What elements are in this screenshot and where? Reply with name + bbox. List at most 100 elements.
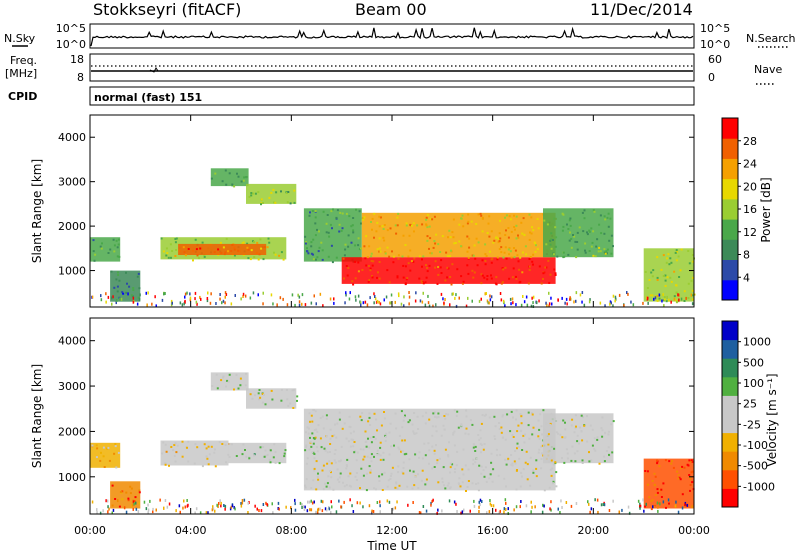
noise-cell <box>214 509 216 513</box>
noise-cell <box>164 499 167 502</box>
noise-cell <box>471 299 473 303</box>
scatter-cell <box>348 415 351 418</box>
scatter-cell <box>549 468 552 471</box>
noise-cell <box>684 503 686 507</box>
scatter-cell <box>541 452 543 455</box>
scatter-cell <box>338 411 341 414</box>
scatter-cell <box>687 297 690 299</box>
scatter-cell <box>473 244 476 247</box>
noise-cell <box>455 502 457 506</box>
noise-cell <box>612 499 614 503</box>
scatter-cell <box>532 253 535 256</box>
scatter-cell <box>350 241 353 244</box>
noise-cell <box>331 505 333 509</box>
noise-cell <box>478 299 481 303</box>
noise-cell <box>319 292 322 296</box>
scatter-cell <box>363 216 366 219</box>
noise-cell <box>307 500 309 504</box>
scatter-cell <box>137 272 140 275</box>
scatter-cell <box>284 449 287 452</box>
scatter-cell <box>306 247 308 250</box>
scatter-cell <box>513 214 515 217</box>
scatter-cell <box>480 472 483 475</box>
scatter-cell <box>595 245 598 248</box>
scatter-cell <box>293 201 296 204</box>
scatter-cell <box>309 436 311 439</box>
scatter-cell <box>651 275 654 278</box>
scatter-cell <box>113 286 116 289</box>
scatter-cell <box>610 234 613 237</box>
scatter-cell <box>646 483 649 486</box>
scatter-cell <box>404 414 406 417</box>
noise-cell <box>422 505 425 508</box>
noise-cell <box>488 301 490 305</box>
noise-cell <box>392 507 394 511</box>
colorbar-swatch <box>722 279 738 301</box>
scatter-cell <box>272 188 275 191</box>
scatter-cell <box>386 246 389 249</box>
scatter-cell <box>483 276 486 279</box>
scatter-cell <box>370 453 373 456</box>
scatter-cell <box>328 235 331 238</box>
noise-cell <box>199 295 201 299</box>
scatter-cell <box>379 454 382 457</box>
scatter-region-8 <box>361 212 556 258</box>
scatter-cell <box>683 300 686 302</box>
noise-cell <box>621 508 623 512</box>
scatter-cell <box>166 252 169 255</box>
ytick-label: 3000 <box>58 380 86 393</box>
colorbar-swatch <box>722 219 738 240</box>
noise-cell <box>152 507 154 511</box>
scatter-cell <box>360 467 363 470</box>
scatter-cell <box>644 470 647 472</box>
noise-cell <box>609 302 611 306</box>
scatter-cell <box>113 250 116 253</box>
scatter-cell <box>376 221 379 224</box>
scatter-cell <box>366 256 369 259</box>
scatter-cell <box>130 294 133 297</box>
scatter-cell <box>607 430 610 433</box>
scatter-cell <box>413 412 416 414</box>
scatter-cell <box>319 417 322 419</box>
scatter-cell <box>334 449 337 451</box>
scatter-cell <box>224 251 227 254</box>
noise-cell <box>686 503 689 507</box>
scatter-cell <box>245 455 248 458</box>
scatter-cell <box>325 417 328 420</box>
scatter-cell <box>517 424 520 427</box>
noise-cell <box>449 303 451 307</box>
scatter-cell <box>447 267 450 270</box>
scatter-cell <box>654 475 657 478</box>
noise-cell <box>131 504 133 508</box>
colorbar-tick-label: 100 <box>743 377 764 390</box>
scatter-cell <box>494 438 497 440</box>
scatter-cell <box>452 433 455 436</box>
scatter-cell <box>433 452 436 455</box>
scatter-cell <box>420 479 423 482</box>
scatter-cell <box>483 443 486 445</box>
scatter-cell <box>240 180 243 183</box>
noise-cell <box>302 505 305 509</box>
scatter-cell <box>692 276 695 279</box>
scatter-cell <box>646 287 649 289</box>
scatter-cell <box>486 275 489 277</box>
noise-cell <box>262 503 265 506</box>
noise-cell <box>502 299 505 303</box>
scatter-cell <box>499 219 501 222</box>
scatter-cell <box>305 462 308 465</box>
scatter-cell <box>612 420 615 423</box>
scatter-cell <box>358 210 361 213</box>
scatter-cell <box>689 484 692 486</box>
scatter-cell <box>683 466 686 469</box>
scatter-cell <box>359 415 362 418</box>
scatter-cell <box>379 446 382 449</box>
scatter-cell <box>93 259 96 262</box>
scatter-cell <box>607 433 610 436</box>
scatter-cell <box>526 463 529 466</box>
noise-cell <box>240 297 242 301</box>
scatter-cell <box>312 442 315 445</box>
noise-cell <box>258 509 260 512</box>
noise-cell <box>294 498 296 502</box>
scatter-cell <box>592 209 595 212</box>
scatter-cell <box>426 214 429 217</box>
